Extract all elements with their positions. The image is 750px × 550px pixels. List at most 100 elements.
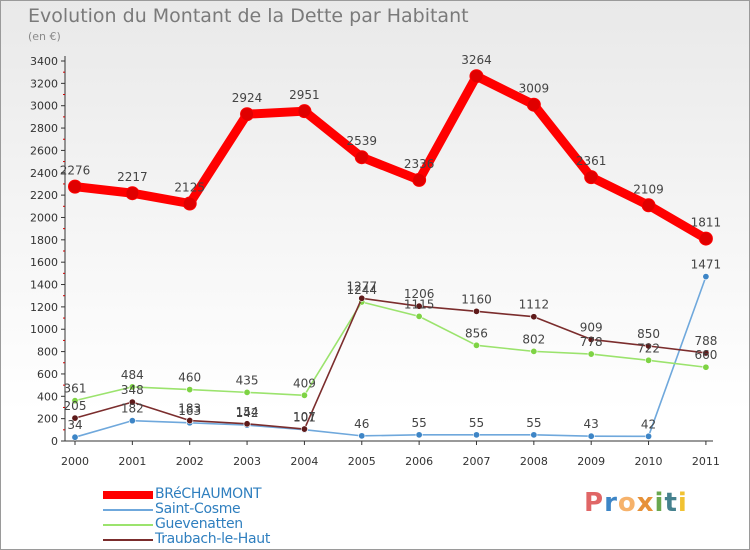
y-tick-label: 200 bbox=[37, 413, 58, 426]
data-point bbox=[71, 433, 79, 441]
data-point bbox=[300, 425, 308, 433]
logo-letter: i bbox=[654, 488, 665, 518]
y-tick-label: 3200 bbox=[30, 77, 58, 90]
legend-label: Guevenatten bbox=[155, 516, 243, 532]
y-tick-label: 1800 bbox=[30, 234, 58, 247]
data-point bbox=[125, 186, 140, 201]
data-label: 183 bbox=[178, 402, 201, 416]
data-point bbox=[702, 349, 710, 357]
legend-item-saint-cosme: Saint-Cosme bbox=[103, 501, 363, 517]
data-label: 778 bbox=[580, 335, 603, 349]
y-tick-label: 3000 bbox=[30, 100, 58, 113]
y-tick-label: 0 bbox=[51, 435, 58, 448]
data-label: 1244 bbox=[346, 283, 377, 297]
x-tick-label: 2011 bbox=[692, 455, 720, 468]
x-tick-label: 2000 bbox=[61, 455, 89, 468]
y-tick-label: 2800 bbox=[30, 122, 58, 135]
y-tick-label: 2000 bbox=[30, 211, 58, 224]
chart-subtitle: (en €) bbox=[28, 30, 61, 43]
data-label: 2361 bbox=[576, 154, 607, 168]
data-label: 1112 bbox=[519, 298, 550, 312]
data-label: 142 bbox=[236, 406, 259, 420]
y-tick-label: 2600 bbox=[30, 144, 58, 157]
legend-item-brechaumont: BRéCHAUMONT bbox=[103, 486, 363, 502]
data-point bbox=[68, 179, 82, 194]
data-point bbox=[472, 431, 480, 439]
data-point bbox=[526, 97, 541, 112]
data-point bbox=[186, 417, 194, 425]
data-point bbox=[702, 273, 710, 281]
series-line-guevenatten bbox=[74, 301, 707, 402]
data-label: 2924 bbox=[232, 91, 263, 105]
data-label: 435 bbox=[236, 373, 259, 387]
data-label: 460 bbox=[178, 371, 201, 385]
logo-letter: r bbox=[604, 488, 618, 518]
series-line-traubach-le-haut bbox=[74, 297, 707, 430]
data-point bbox=[182, 196, 197, 211]
data-point bbox=[702, 363, 710, 371]
data-point bbox=[300, 391, 308, 399]
y-tick-label: 3400 bbox=[30, 55, 58, 68]
proxiti-logo: Proxiti bbox=[584, 488, 688, 518]
legend: BRéCHAUMONT Saint-Cosme Guevenatten Trau… bbox=[103, 486, 363, 547]
data-point bbox=[243, 420, 251, 428]
data-label: 1811 bbox=[691, 216, 722, 230]
data-label: 107 bbox=[293, 410, 316, 424]
data-label: 2109 bbox=[633, 182, 664, 196]
legend-swatch bbox=[103, 539, 153, 541]
data-point bbox=[243, 388, 251, 396]
legend-label: Saint-Cosme bbox=[155, 501, 241, 517]
data-point bbox=[472, 341, 480, 349]
data-point bbox=[587, 432, 595, 440]
data-point bbox=[472, 307, 480, 315]
data-point bbox=[530, 431, 538, 439]
y-tick-label: 2200 bbox=[30, 189, 58, 202]
data-point bbox=[645, 342, 653, 350]
y-tick-label: 1200 bbox=[30, 301, 58, 314]
data-point bbox=[587, 335, 595, 343]
data-point bbox=[240, 107, 255, 122]
y-tick-label: 1400 bbox=[30, 279, 58, 292]
data-point bbox=[297, 104, 312, 119]
data-label: 361 bbox=[64, 382, 87, 396]
y-tick-label: 400 bbox=[37, 390, 58, 403]
data-point bbox=[128, 383, 136, 391]
data-label: 2951 bbox=[289, 88, 320, 102]
data-point bbox=[415, 431, 423, 439]
data-label: 55 bbox=[469, 416, 484, 430]
data-label: 788 bbox=[694, 334, 717, 348]
series-line-br-chaumont bbox=[70, 71, 711, 244]
data-point bbox=[71, 397, 79, 405]
x-tick-label: 2007 bbox=[462, 455, 490, 468]
data-label: 2217 bbox=[117, 170, 148, 184]
legend-label: Traubach-le-Haut bbox=[155, 531, 271, 547]
data-label: 1471 bbox=[691, 258, 722, 272]
x-tick-label: 2001 bbox=[118, 455, 146, 468]
x-tick-label: 2006 bbox=[405, 455, 433, 468]
data-label: 348 bbox=[121, 383, 144, 397]
data-point bbox=[469, 69, 484, 84]
y-tick-label: 1000 bbox=[30, 323, 58, 336]
data-point bbox=[645, 432, 653, 440]
data-label: 101 bbox=[293, 411, 316, 425]
data-label: 42 bbox=[641, 417, 656, 431]
data-point bbox=[587, 350, 595, 358]
data-label: 3264 bbox=[461, 53, 492, 67]
chart-title: Evolution du Montant de la Dette par Hab… bbox=[28, 5, 469, 27]
data-label: 43 bbox=[584, 417, 599, 431]
data-point bbox=[584, 170, 599, 185]
data-label: 2539 bbox=[346, 134, 377, 148]
data-point bbox=[358, 432, 366, 440]
data-label: 154 bbox=[236, 405, 259, 419]
data-point bbox=[354, 150, 369, 165]
data-label: 484 bbox=[121, 368, 144, 382]
logo-letter: t bbox=[664, 488, 678, 518]
logo-letter: x bbox=[636, 488, 655, 518]
logo-letter: i bbox=[677, 488, 688, 518]
legend-swatch bbox=[103, 524, 153, 526]
data-point bbox=[415, 302, 423, 310]
data-label: 1160 bbox=[461, 292, 492, 306]
data-label: 2125 bbox=[174, 181, 205, 195]
data-label: 46 bbox=[354, 417, 369, 431]
